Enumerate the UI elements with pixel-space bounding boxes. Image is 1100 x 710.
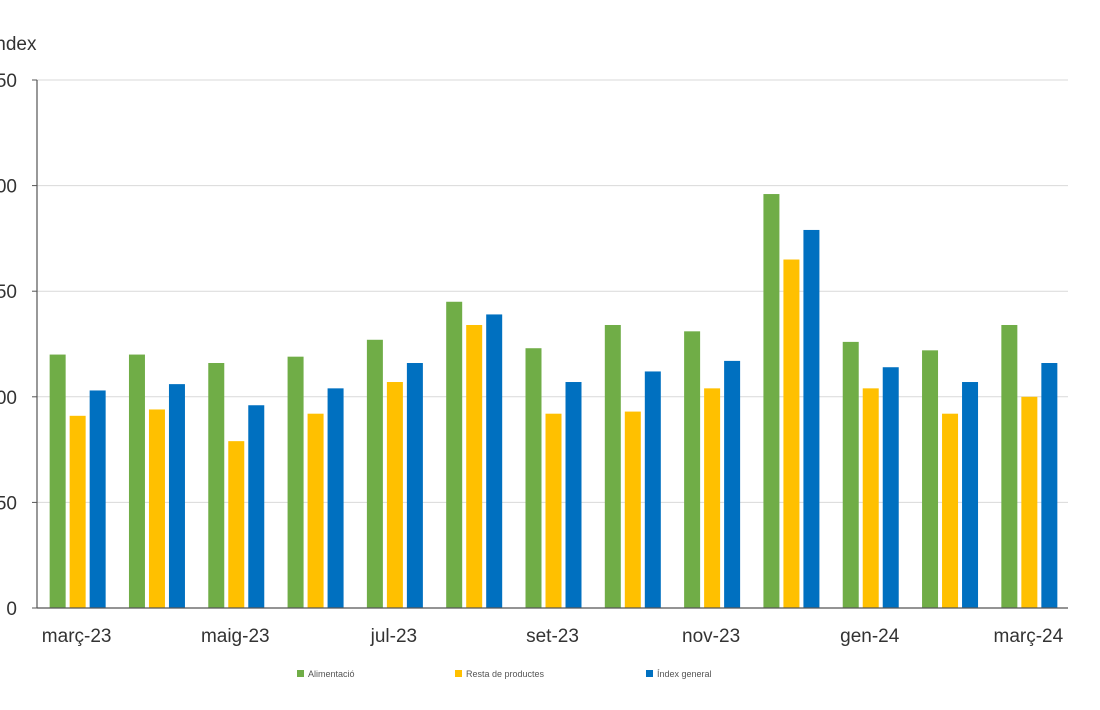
bar-Alimentació <box>208 363 225 608</box>
y-tick-label: 150 <box>0 282 17 303</box>
bar-Resta de productes <box>386 382 403 608</box>
bar-Alimentació <box>604 324 621 608</box>
x-tick-label: gen-24 <box>840 626 900 647</box>
y-tick-label: 100 <box>0 388 17 409</box>
bar-Índex general <box>724 360 741 608</box>
bar-Alimentació <box>922 350 939 608</box>
bar-Resta de productes <box>148 409 165 608</box>
legend-swatch <box>455 670 462 677</box>
x-tick-label: març-23 <box>42 626 112 647</box>
bar-Índex general <box>565 382 582 608</box>
x-tick-label: maig-23 <box>201 626 270 647</box>
bar-Índex general <box>327 388 344 608</box>
bar-Índex general <box>1041 363 1058 608</box>
bar-Alimentació <box>446 301 463 608</box>
bar-Resta de productes <box>942 413 959 608</box>
bar-Índex general <box>89 390 106 608</box>
bar-Alimentació <box>287 356 304 608</box>
y-tick-labels: 0 50 100 150 200 250 <box>0 71 17 620</box>
bar-Índex general <box>486 314 503 608</box>
bar-Índex general <box>644 371 661 608</box>
legend: Alimentació Resta de productes Índex gener… <box>297 669 712 679</box>
bar-Alimentació <box>49 354 66 608</box>
bar-Índex general <box>882 367 899 608</box>
y-axis-title: Índex <box>0 34 37 55</box>
bar-Alimentació <box>128 354 145 608</box>
y-tick-label: 0 <box>6 599 17 620</box>
y-tick-label: 200 <box>0 177 17 198</box>
bar-Alimentació <box>842 341 859 608</box>
bar-Resta de productes <box>69 415 86 608</box>
legend-label: Índex general <box>657 669 712 679</box>
bar-Resta de productes <box>624 411 641 608</box>
bar-Resta de productes <box>545 413 562 608</box>
bar-Índex general <box>248 405 265 608</box>
y-tick-label: 50 <box>0 493 17 514</box>
bar-Resta de productes <box>1021 396 1038 608</box>
bars <box>49 194 1058 608</box>
x-tick-label: nov-23 <box>682 626 740 647</box>
legend-swatch <box>646 670 653 677</box>
x-tick-label: set-23 <box>526 626 579 647</box>
legend-label: Alimentació <box>308 669 355 679</box>
bar-Alimentació <box>1001 324 1018 608</box>
bar-Índex general <box>168 384 185 608</box>
bar-Índex general <box>962 382 979 608</box>
legend-swatch <box>297 670 304 677</box>
bar-Índex general <box>406 363 423 608</box>
bar-Resta de productes <box>783 259 800 608</box>
bar-Resta de productes <box>466 324 483 608</box>
bar-Resta de productes <box>307 413 324 608</box>
bar-Resta de productes <box>862 388 879 608</box>
x-tick-label: març-24 <box>994 626 1064 647</box>
bar-Resta de productes <box>228 441 245 608</box>
y-tick-label: 250 <box>0 71 17 92</box>
x-tick-labels: març-23 maig-23 jul-23 set-23 nov-23 gen-24 ma… <box>42 626 1064 647</box>
legend-label: Resta de productes <box>466 669 545 679</box>
bar-Alimentació <box>525 348 542 608</box>
bar-Alimentació <box>366 339 383 608</box>
bar-Alimentació <box>763 194 780 608</box>
bar-Alimentació <box>684 331 701 608</box>
bar-Resta de productes <box>704 388 721 608</box>
x-tick-label: jul-23 <box>370 626 417 647</box>
bar-Índex general <box>803 229 820 608</box>
